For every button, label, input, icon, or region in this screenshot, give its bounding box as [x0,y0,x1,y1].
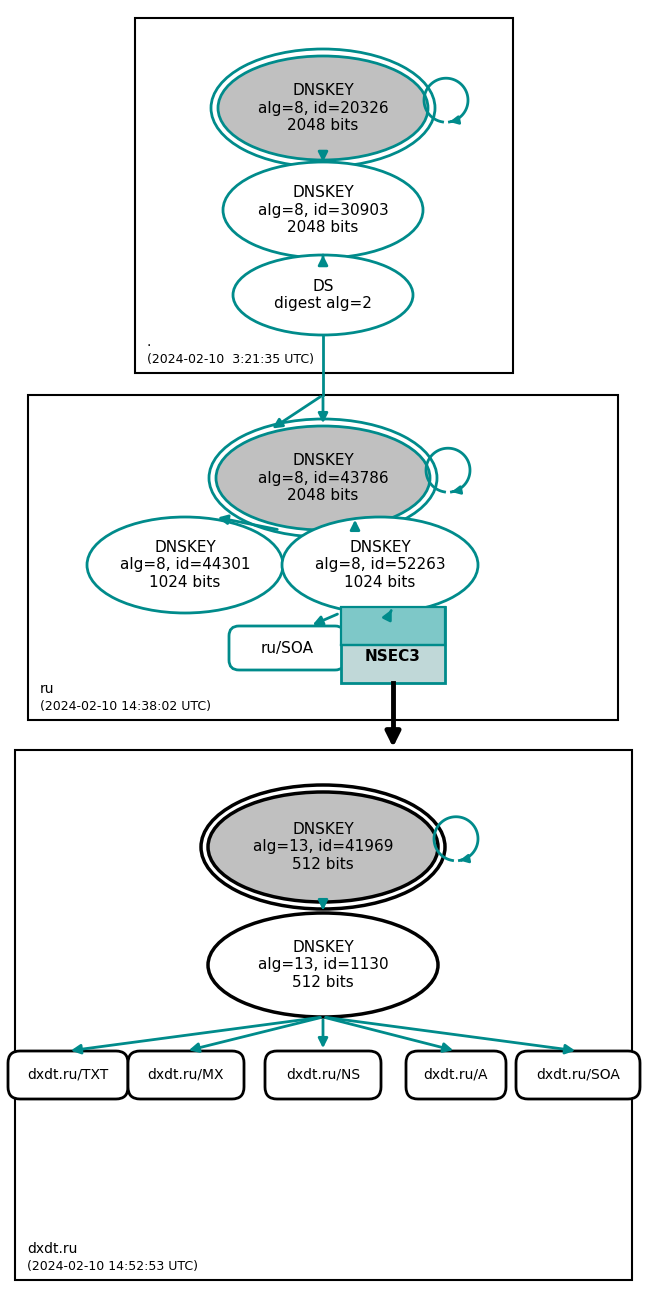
Text: (2024-02-10  3:21:35 UTC): (2024-02-10 3:21:35 UTC) [147,353,314,366]
Ellipse shape [218,56,428,160]
Ellipse shape [208,792,438,902]
Text: DNSKEY
alg=8, id=52263
1024 bits: DNSKEY alg=8, id=52263 1024 bits [314,540,445,589]
Bar [135,18,513,373]
Text: DNSKEY
alg=13, id=1130
512 bits: DNSKEY alg=13, id=1130 512 bits [258,940,388,990]
FancyBboxPatch shape [128,1051,244,1099]
Text: dxdt.ru/NS: dxdt.ru/NS [286,1068,360,1082]
Bar [341,606,445,645]
FancyBboxPatch shape [229,626,345,670]
FancyBboxPatch shape [265,1051,381,1099]
Text: NSEC3: NSEC3 [365,649,421,664]
Bar [15,750,632,1281]
Text: DNSKEY
alg=8, id=30903
2048 bits: DNSKEY alg=8, id=30903 2048 bits [258,185,388,235]
Text: (2024-02-10 14:38:02 UTC): (2024-02-10 14:38:02 UTC) [40,700,211,713]
Text: ru: ru [40,682,54,696]
Text: .: . [147,335,151,349]
FancyBboxPatch shape [406,1051,506,1099]
Ellipse shape [216,426,430,529]
Text: dxdt.ru/MX: dxdt.ru/MX [148,1068,225,1082]
Ellipse shape [233,256,413,335]
Text: (2024-02-10 14:52:53 UTC): (2024-02-10 14:52:53 UTC) [27,1260,198,1273]
Text: dxdt.ru/TXT: dxdt.ru/TXT [27,1068,109,1082]
Ellipse shape [223,162,423,258]
Text: DNSKEY
alg=8, id=43786
2048 bits: DNSKEY alg=8, id=43786 2048 bits [258,452,388,503]
Text: dxdt.ru/A: dxdt.ru/A [424,1068,488,1082]
FancyBboxPatch shape [8,1051,128,1099]
FancyBboxPatch shape [516,1051,640,1099]
Text: ru/SOA: ru/SOA [261,640,314,656]
Ellipse shape [208,913,438,1017]
Text: dxdt.ru: dxdt.ru [27,1241,78,1256]
Text: DNSKEY
alg=13, id=41969
512 bits: DNSKEY alg=13, id=41969 512 bits [253,822,393,872]
Text: dxdt.ru/SOA: dxdt.ru/SOA [536,1068,620,1082]
Bar [341,606,445,683]
Text: DNSKEY
alg=8, id=44301
1024 bits: DNSKEY alg=8, id=44301 1024 bits [120,540,250,589]
Text: DS
digest alg=2: DS digest alg=2 [274,279,372,312]
Text: DNSKEY
alg=8, id=20326
2048 bits: DNSKEY alg=8, id=20326 2048 bits [258,83,388,133]
Bar [28,395,618,720]
Ellipse shape [87,516,283,613]
Ellipse shape [282,516,478,613]
